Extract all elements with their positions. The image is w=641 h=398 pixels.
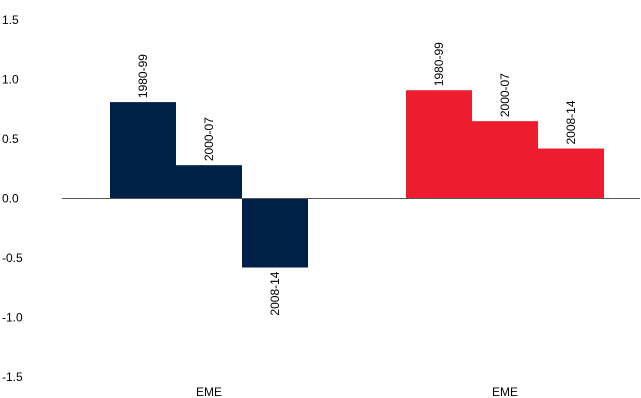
y-tick-label: 1.5 [2,13,19,27]
bar-label: 2000-07 [498,73,512,117]
bar-2000-07 [472,121,538,199]
y-tick-label: 0.0 [2,192,19,206]
y-axis-ticks: 1.5 1.0 0.5 0.0 -0.5 -1.0 -1.5 [2,13,23,384]
y-tick-label: -0.5 [2,251,23,265]
category-label: EME [196,385,222,398]
y-tick-label: -1.5 [2,370,23,384]
bar-label: 2008-14 [564,100,578,144]
category-labels: EME EME [196,385,518,398]
y-tick-label: 0.5 [2,132,19,146]
bar-labels: 1980-99 2000-07 2008-14 1980-99 2000-07 2008-… [136,42,578,316]
y-tick-label: 1.0 [2,73,19,87]
bar-label: 2000-07 [202,117,216,161]
bar-2000-07 [176,165,242,199]
bar-2008-14 [242,198,308,268]
y-tick-label: -1.0 [2,311,23,325]
bar-1980-99 [110,102,176,199]
bar-2008-14 [538,148,604,199]
bar-label: 1980-99 [136,54,150,98]
bar-label: 1980-99 [432,42,446,86]
bar-1980-99 [406,90,472,199]
bars [110,90,604,268]
bar-label: 2008-14 [268,271,282,315]
category-label: EME [492,385,518,398]
